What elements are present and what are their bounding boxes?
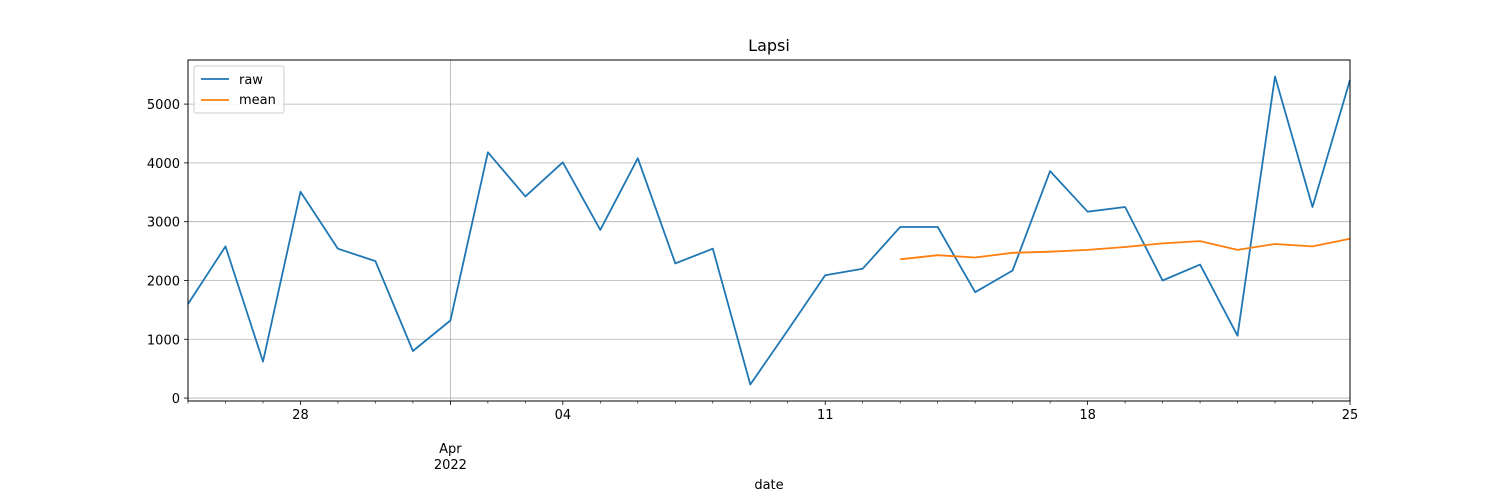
x-tick-label: 04: [555, 408, 572, 423]
grid-lines: [188, 60, 1350, 401]
plot-area-frame: [187, 59, 1351, 402]
y-tick-label: 3000: [147, 216, 180, 231]
legend-box: [193, 65, 285, 114]
x-axis-label: date: [754, 478, 783, 493]
legend: raw mean: [193, 65, 285, 114]
y-tick-label: 4000: [147, 157, 180, 172]
series-line-mean: [900, 237, 1351, 261]
x-tick-label: 28: [292, 408, 309, 423]
y-tick-label: 0: [172, 392, 180, 407]
y-tick-label: 1000: [147, 333, 180, 348]
x-tick-sublabel: 2022: [434, 458, 467, 473]
y-tick-label: 5000: [147, 98, 180, 113]
legend-label-mean: mean: [239, 93, 276, 108]
series-lines: [187, 75, 1351, 386]
x-tick-label: 25: [1342, 408, 1359, 423]
y-axis: 0 1000 2000 3000 4000 5000: [147, 98, 188, 407]
chart-title: Lapsi: [748, 36, 790, 55]
legend-label-raw: raw: [239, 73, 263, 88]
x-tick-label: Apr: [439, 442, 462, 457]
series-line-raw: [187, 75, 1351, 386]
y-tick-label: 2000: [147, 274, 180, 289]
x-tick-label: 18: [1079, 408, 1096, 423]
x-tick-label: 11: [817, 408, 834, 423]
